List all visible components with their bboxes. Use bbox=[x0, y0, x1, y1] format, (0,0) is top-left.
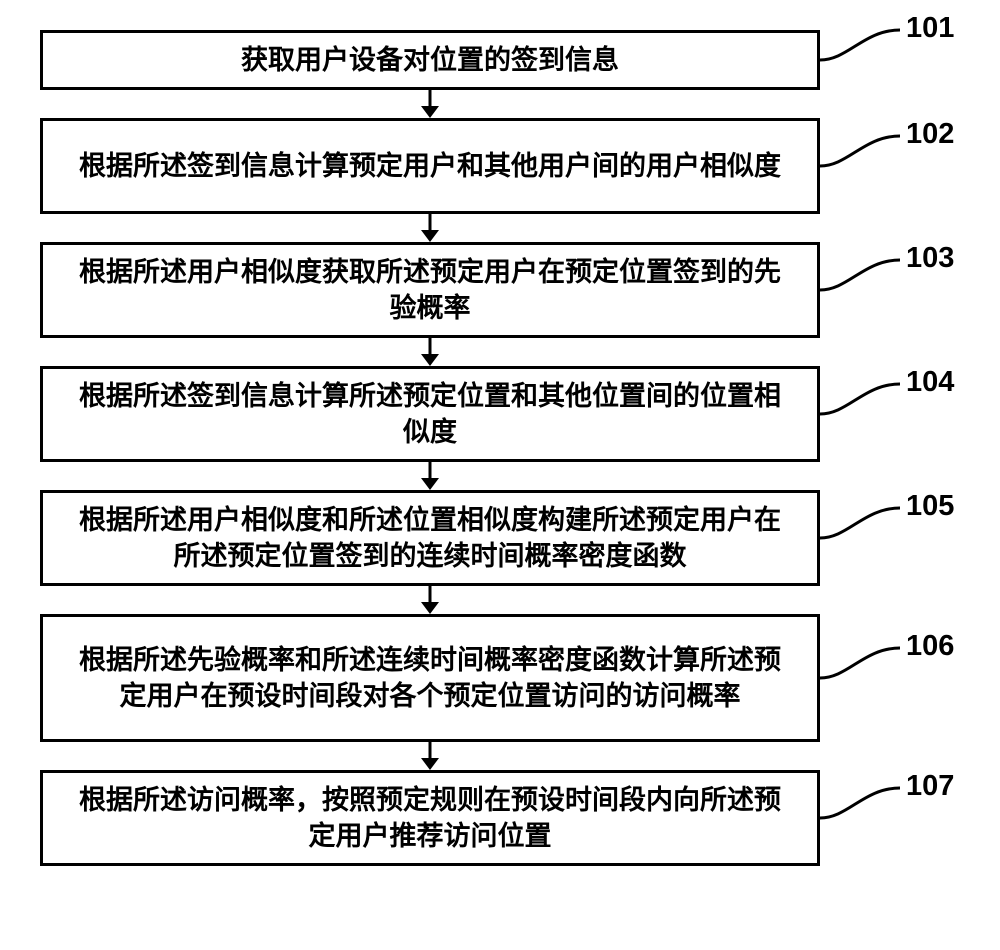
label-connector bbox=[820, 782, 900, 822]
flow-step-label: 103 bbox=[906, 242, 954, 275]
flow-step-box: 根据所述签到信息计算所述预定位置和其他位置间的位置相似度 bbox=[40, 366, 820, 462]
flow-step-box: 根据所述访问概率，按照预定规则在预设时间段内向所述预定用户推荐访问位置 bbox=[40, 770, 820, 866]
flow-arrow-down bbox=[40, 462, 820, 490]
flow-step-box: 获取用户设备对位置的签到信息 bbox=[40, 30, 820, 90]
flow-step-label: 106 bbox=[906, 630, 954, 663]
label-connector bbox=[820, 378, 900, 418]
label-connector bbox=[820, 502, 900, 542]
flow-arrow-down bbox=[40, 586, 820, 614]
flowchart-container: 获取用户设备对位置的签到信息根据所述签到信息计算预定用户和其他用户间的用户相似度… bbox=[40, 30, 820, 866]
flow-step-box: 根据所述签到信息计算预定用户和其他用户间的用户相似度 bbox=[40, 118, 820, 214]
flow-arrow-down bbox=[40, 742, 820, 770]
label-connector bbox=[820, 642, 900, 682]
flow-arrow-down bbox=[40, 338, 820, 366]
flow-step-box: 根据所述用户相似度获取所述预定用户在预定位置签到的先验概率 bbox=[40, 242, 820, 338]
label-connector bbox=[820, 130, 900, 170]
flow-step-label: 102 bbox=[906, 118, 954, 151]
flow-arrow-down bbox=[40, 90, 820, 118]
flow-step-label: 101 bbox=[906, 12, 954, 45]
flow-step-label: 107 bbox=[906, 770, 954, 803]
label-connector bbox=[820, 254, 900, 294]
flow-step-label: 104 bbox=[906, 366, 954, 399]
flow-step-label: 105 bbox=[906, 490, 954, 523]
flow-step-box: 根据所述用户相似度和所述位置相似度构建所述预定用户在所述预定位置签到的连续时间概… bbox=[40, 490, 820, 586]
flow-arrow-down bbox=[40, 214, 820, 242]
label-connector bbox=[820, 24, 900, 64]
flow-step-box: 根据所述先验概率和所述连续时间概率密度函数计算所述预定用户在预设时间段对各个预定… bbox=[40, 614, 820, 742]
